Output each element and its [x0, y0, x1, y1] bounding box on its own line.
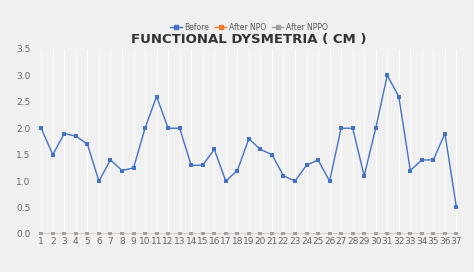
Title: FUNCTIONAL DYSMETRIA ( CM ): FUNCTIONAL DYSMETRIA ( CM ) — [131, 33, 366, 47]
Legend: Before, After NPO, After NPPO: Before, After NPO, After NPPO — [167, 20, 331, 35]
